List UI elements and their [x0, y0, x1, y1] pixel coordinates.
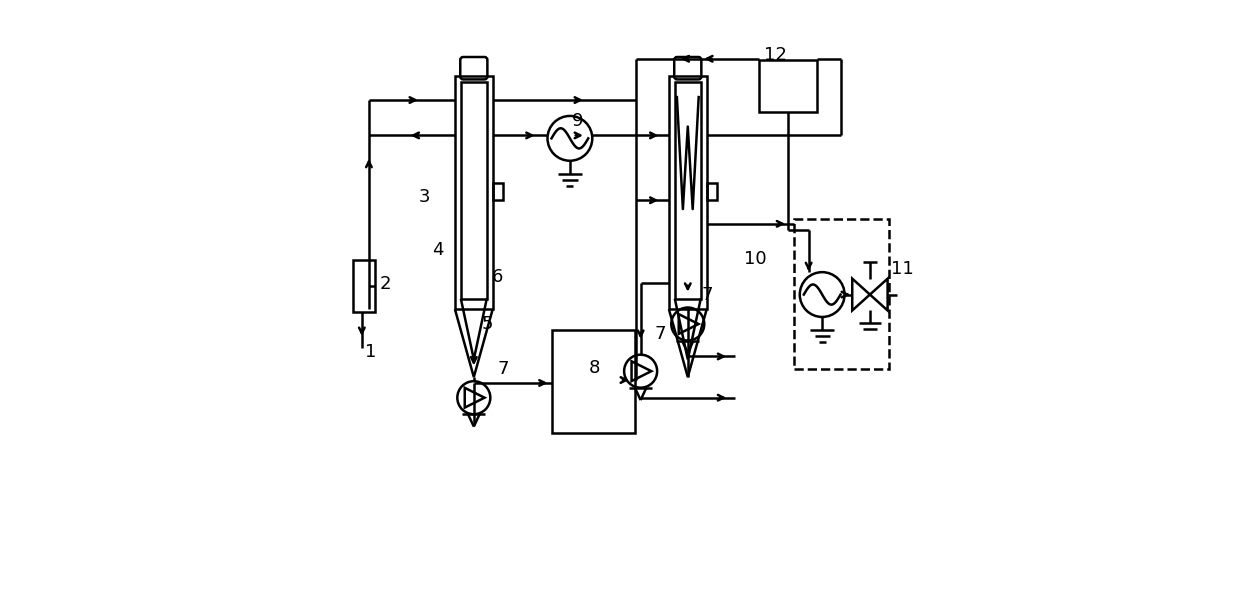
Text: 2: 2	[381, 275, 392, 293]
Text: 6: 6	[491, 268, 503, 286]
Bar	[552, 330, 635, 433]
Bar	[675, 82, 701, 299]
Bar	[492, 183, 503, 200]
Text: 9: 9	[572, 112, 583, 130]
Text: 8: 8	[589, 359, 600, 377]
Bar	[794, 219, 889, 369]
Text: 4: 4	[433, 242, 444, 259]
Text: 3: 3	[418, 188, 430, 206]
Bar	[707, 183, 717, 200]
Bar	[461, 82, 487, 299]
Bar	[759, 60, 817, 112]
Bar	[668, 77, 707, 309]
Text: 7: 7	[702, 286, 713, 303]
Text: 1: 1	[365, 343, 376, 361]
Bar	[455, 77, 492, 309]
Text: 7: 7	[497, 361, 508, 378]
Text: 11: 11	[892, 260, 914, 278]
Text: 5: 5	[481, 315, 494, 333]
Text: 10: 10	[744, 250, 766, 268]
Bar	[353, 261, 374, 312]
Text: 7: 7	[655, 325, 666, 343]
Text: 12: 12	[764, 46, 787, 64]
